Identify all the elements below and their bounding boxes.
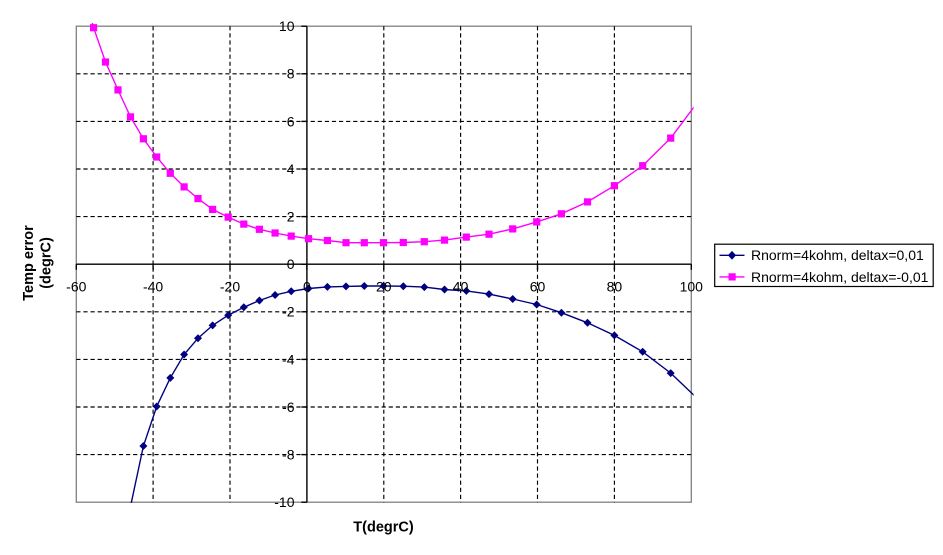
svg-text:100: 100 [680, 278, 704, 294]
svg-text:4: 4 [287, 161, 295, 177]
svg-text:-20: -20 [220, 278, 240, 294]
svg-text:-4: -4 [282, 351, 295, 367]
svg-text:6: 6 [287, 113, 295, 129]
svg-text:-6: -6 [282, 399, 295, 415]
svg-text:-8: -8 [282, 447, 295, 463]
svg-text:-10: -10 [274, 494, 294, 510]
svg-text:Rnorm=4kohm, deltax=-0,01: Rnorm=4kohm, deltax=-0,01 [751, 269, 929, 285]
svg-text:Temp error: Temp error [21, 225, 37, 301]
svg-text:80: 80 [607, 278, 623, 294]
svg-text:0: 0 [287, 256, 295, 272]
svg-text:60: 60 [530, 278, 546, 294]
svg-text:20: 20 [376, 278, 392, 294]
svg-text:T(degrC): T(degrC) [353, 520, 414, 536]
svg-text:-40: -40 [143, 278, 163, 294]
svg-text:10: 10 [279, 18, 295, 34]
svg-text:2: 2 [287, 209, 295, 225]
svg-text:Rnorm=4kohm, deltax=0,01: Rnorm=4kohm, deltax=0,01 [751, 247, 924, 263]
svg-text:40: 40 [453, 278, 469, 294]
svg-text:-60: -60 [66, 278, 86, 294]
svg-text:8: 8 [287, 66, 295, 82]
svg-text:0: 0 [303, 278, 311, 294]
svg-text:(degrC): (degrC) [39, 237, 55, 289]
svg-text:-2: -2 [282, 304, 295, 320]
